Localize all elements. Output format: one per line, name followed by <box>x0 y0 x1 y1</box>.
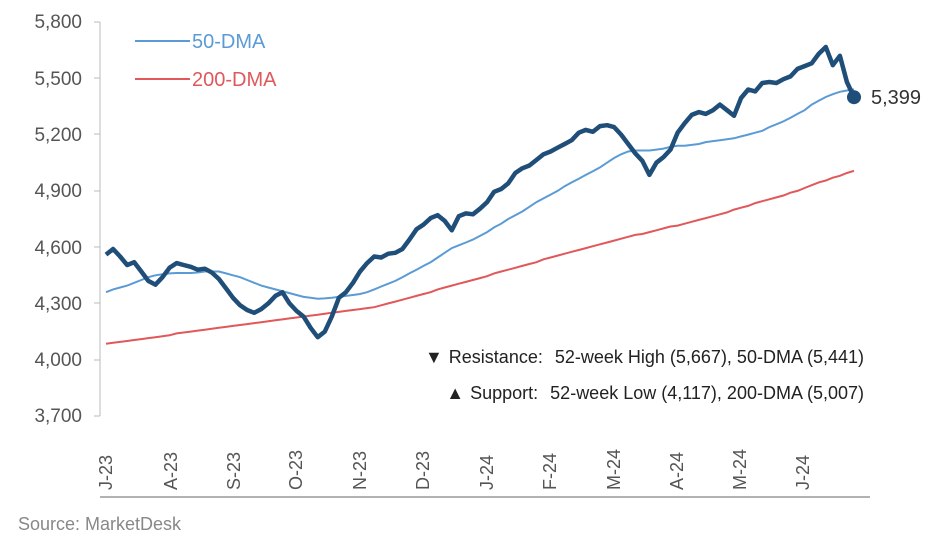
resistance-annotation: ▼ Resistance: 52-week High (5,667), 50-DMA… <box>425 347 864 367</box>
y-tick-label: 3,700 <box>34 406 82 427</box>
last-value-label: 5,399 <box>871 87 921 109</box>
y-tick-label: 4,300 <box>34 294 82 315</box>
x-tick-label: F-24 <box>540 453 560 490</box>
x-tick-label: J-24 <box>793 455 813 490</box>
support-annotation: ▲ Support: 52-week Low (4,117), 200-DMA (5… <box>446 383 864 403</box>
source-note: Source: MarketDesk <box>18 514 182 534</box>
series-line-50-dma <box>105 88 855 300</box>
y-tick-label: 4,000 <box>34 350 82 371</box>
x-tick-label: A-23 <box>161 452 181 490</box>
series-line-200-dma <box>105 169 855 345</box>
legend-label-200-dma: 200-DMA <box>192 69 277 91</box>
series-line-price <box>104 44 857 340</box>
x-tick-label: M-24 <box>730 449 750 490</box>
x-tick-label: D-23 <box>413 451 433 490</box>
x-tick-label: J-24 <box>477 455 497 490</box>
up-triangle-icon: ▲ <box>446 383 464 403</box>
x-tick-label: M-24 <box>604 449 624 490</box>
x-tick-label: S-23 <box>224 452 244 490</box>
y-tick-label: 5,800 <box>34 12 82 33</box>
legend-label-50-dma: 50-DMA <box>192 31 266 53</box>
x-tick-label: O-23 <box>286 450 306 490</box>
x-tick-label: J-23 <box>96 455 116 490</box>
y-tick-label: 5,500 <box>34 69 82 90</box>
x-tick-label: A-24 <box>667 452 687 490</box>
x-tick-label: N-23 <box>350 451 370 490</box>
last-value-marker <box>847 90 861 105</box>
down-triangle-icon: ▼ <box>425 347 443 367</box>
y-tick-label: 4,600 <box>34 238 82 259</box>
y-tick-label: 5,200 <box>34 125 82 146</box>
y-tick-label: 4,900 <box>34 181 82 202</box>
